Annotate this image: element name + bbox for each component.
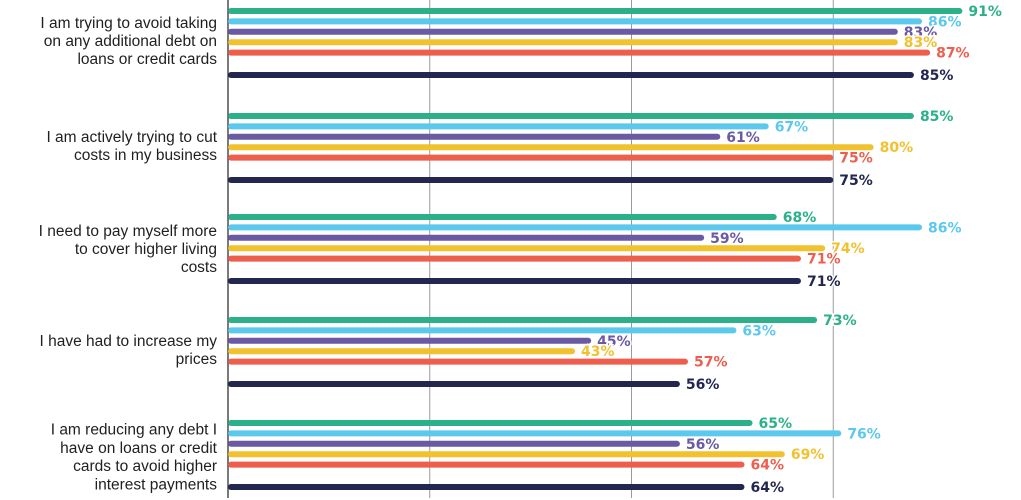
category-label-2: I am actively trying to cut costs in my b… (46, 129, 217, 164)
category-labels: I am trying to avoid taking on any additi… (39, 15, 218, 494)
bar-g3-s3 (228, 234, 705, 241)
bar-g4-s2 (228, 327, 737, 334)
value-label-g3-s3: 59% (710, 231, 744, 247)
value-label-g2-s6: 75% (839, 173, 873, 189)
bar-g4-s6 (228, 381, 680, 387)
bar-g5-s6 (228, 484, 745, 490)
value-label-g5-s5: 64% (750, 458, 784, 474)
value-label-g2-s2: 67% (775, 119, 809, 135)
bar-g3-s2 (228, 224, 923, 231)
bar-g2-s3 (228, 133, 721, 140)
category-label-3: I need to pay myself more to cover higher… (39, 223, 218, 276)
value-label-g1-s4: 83% (904, 35, 938, 51)
bar-g1-s5 (228, 49, 931, 56)
value-label-g1-s3: 83% (904, 25, 938, 41)
value-label-g2-s1: 85% (920, 109, 954, 125)
bar-g1-s2 (228, 18, 923, 25)
bar-g5-s3 (228, 440, 680, 447)
bar-g1-s4 (228, 39, 898, 46)
value-label-g4-s2: 63% (742, 323, 776, 339)
bar-g2-s6 (228, 177, 834, 183)
bar-g1-s6 (228, 72, 914, 78)
bar-g3-s6 (228, 278, 801, 284)
bar-g2-s5 (228, 154, 834, 161)
value-label-g4-s4: 43% (581, 344, 615, 360)
value-label-g3-s4: 74% (831, 241, 865, 257)
bar-g2-s2 (228, 123, 769, 130)
value-label-g4-s3: 45% (597, 334, 631, 350)
value-label-g5-s6: 64% (750, 480, 784, 496)
bar-g4-s5 (228, 358, 688, 365)
value-label-g2-s5: 75% (839, 151, 873, 167)
value-label-g5-s2: 76% (847, 426, 881, 442)
bar-g4-s1 (228, 317, 818, 323)
value-label-g3-s2: 86% (928, 220, 962, 236)
bar-g3-s1 (228, 214, 777, 220)
value-label-g5-s3: 56% (686, 437, 720, 453)
value-label-g1-s2: 86% (928, 14, 962, 30)
value-label-g4-s6: 56% (686, 377, 720, 393)
value-label-g3-s5: 71% (807, 252, 841, 268)
bar-g5-s5 (228, 461, 745, 468)
value-label-g4-s1: 73% (823, 313, 857, 329)
value-label-g3-s6: 71% (807, 274, 841, 290)
value-label-g1-s1: 91% (968, 4, 1002, 20)
bar-g5-s2 (228, 430, 842, 437)
bar-g3-s4 (228, 245, 826, 252)
value-label-g1-s6: 85% (920, 68, 954, 84)
bar-g2-s1 (228, 113, 914, 119)
value-label-g5-s4: 69% (791, 447, 825, 463)
bar-g2-s4 (228, 144, 874, 151)
bar-g5-s4 (228, 451, 785, 458)
value-label-g3-s1: 68% (783, 210, 817, 226)
bar-g4-s3 (228, 337, 592, 344)
category-label-1: I am trying to avoid taking on any additi… (40, 15, 217, 68)
bar-g4-s4 (228, 348, 576, 355)
value-label-g2-s4: 80% (880, 140, 914, 156)
value-labels: 91%86%83%83%87%85%85%67%61%80%75%75%68%8… (580, 3, 1004, 498)
bar-g1-s3 (228, 28, 898, 35)
category-label-4: I have had to increase my prices (40, 333, 218, 368)
bar-g3-s5 (228, 255, 801, 262)
bars (228, 8, 963, 490)
value-label-g2-s3: 61% (726, 130, 760, 146)
value-label-g5-s1: 65% (759, 416, 793, 432)
bar-g1-s1 (228, 8, 963, 14)
value-label-g4-s5: 57% (694, 355, 728, 371)
bar-g5-s1 (228, 420, 753, 426)
value-label-g1-s5: 87% (936, 46, 970, 62)
